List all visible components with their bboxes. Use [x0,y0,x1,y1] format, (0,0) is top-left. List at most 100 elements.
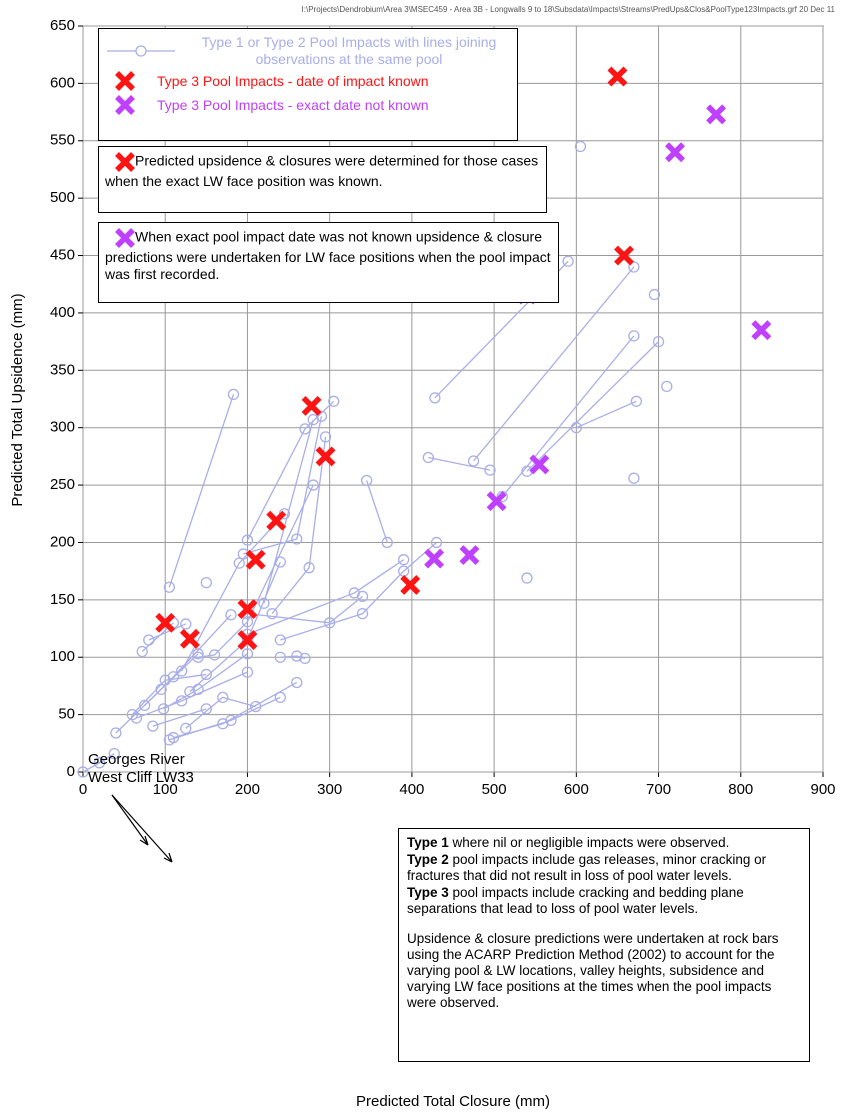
note-text: Predicted upsidence & closures were dete… [105,152,539,189]
pool-point [200,576,212,589]
pool-line [152,708,207,727]
pool-line [168,394,235,588]
y-tick-label: 100 [50,648,75,665]
pool-point [307,414,319,426]
pool-line [247,595,363,624]
x-marker [237,599,258,619]
x-tick-label: 900 [810,781,835,798]
explanation-item: Type 1 where nil or negligible impacts w… [407,835,801,851]
note-box: When exact pool impact date was not know… [98,222,559,303]
pool-point [274,651,286,663]
explanation-text: pool impacts include cracking and beddin… [407,885,744,916]
pool-line [247,559,405,635]
x-tick-label: 600 [564,781,589,798]
pool-point [291,533,303,545]
x-marker [614,245,634,266]
y-axis-label: Predicted Total Upsidence (mm) [9,293,26,506]
pool-line [148,623,187,641]
explanation-type: Type 3 [407,885,449,900]
pool-point [356,607,369,620]
y-tick-label: 450 [50,247,75,264]
pool-point [430,536,443,549]
x-marker [179,628,200,649]
pool-point [422,451,434,464]
x-marker [237,630,258,650]
legend-x [115,71,135,91]
legend-label: Type 3 Pool Impacts - exact date not kno… [157,96,429,113]
pool-line [501,335,635,497]
legend-x [115,95,135,115]
pool-point [628,261,640,273]
y-tick-label: 200 [50,533,75,550]
pool-line [136,671,248,719]
legend-symbol [115,71,135,91]
pool-point [652,335,665,348]
y-tick-label: 350 [50,361,75,378]
y-tick-label: 600 [50,74,75,91]
pool-point [241,648,254,660]
pool-point [200,668,212,681]
pool-point [157,703,170,715]
pool-point [184,686,196,698]
pool-point [303,562,315,574]
explanation-text: pool impacts include gas releases, minor… [407,852,767,883]
pool-point [108,747,120,760]
pool-point [93,757,106,769]
pool-point [227,388,240,401]
pool-point [250,700,262,713]
pool-point [328,395,340,407]
note-text: When exact pool impact date was not know… [105,228,551,282]
x-tick-label: 300 [317,781,342,798]
x-tick-label: 200 [235,781,260,798]
pool-point [200,703,212,715]
pool-point [241,666,254,678]
pool-line [181,513,285,672]
pool-point [291,676,303,689]
pool-point [241,634,254,646]
pool-point [429,392,441,404]
y-tick-label: 650 [50,17,75,34]
explanation-item: Type 3 pool impacts include cracking and… [407,885,801,917]
pool-point [192,648,204,660]
pool-point [630,395,643,407]
pool-line [428,456,491,471]
legend-symbol [115,152,135,172]
x-marker [155,612,176,633]
pool-point [180,722,192,735]
legend: Type 1 or Type 2 Pool Impacts with lines… [98,28,518,141]
x-marker [424,548,445,569]
note-box: Predicted upsidence & closures were dete… [98,146,547,213]
annotation-arrows [111,794,173,863]
x-tick-label: 100 [153,781,178,798]
y-tick-label: 50 [58,706,75,723]
explanation-type: Type 1 [407,835,449,850]
pool-point [180,618,192,630]
x-marker [665,142,685,163]
x-tick-label: 700 [646,781,671,798]
explanation-text: where nil or negligible impacts were obs… [448,835,730,850]
legend-label: Type 1 or Type 2 Pool Impacts with lines… [201,34,497,67]
pool-point [176,665,188,677]
x-marker [245,549,266,570]
pool-point [217,718,229,730]
file-label: I:\Projects\Dendrobium\Area 3\MSEC459 - … [302,5,836,14]
pool-point [299,423,311,435]
explanation-item: Type 2 pool impacts include gas releases… [407,852,801,884]
pool-point [130,712,143,724]
legend-entry: Type 3 Pool Impacts - exact date not kno… [105,94,511,116]
x-marker [486,491,507,512]
pool-line [144,614,232,706]
note: When exact pool impact date was not know… [99,223,558,287]
pool-line [82,753,115,773]
y-tick-label: 250 [50,476,75,493]
pool-point [110,727,122,739]
pool-line [163,653,248,710]
pool-point [398,554,410,566]
pool-line [263,419,314,604]
legend-x [115,228,135,248]
pool-point [139,699,151,712]
x-marker [459,545,480,566]
pool-point [661,380,673,393]
pool-point [570,422,582,434]
pool-point [628,472,640,484]
